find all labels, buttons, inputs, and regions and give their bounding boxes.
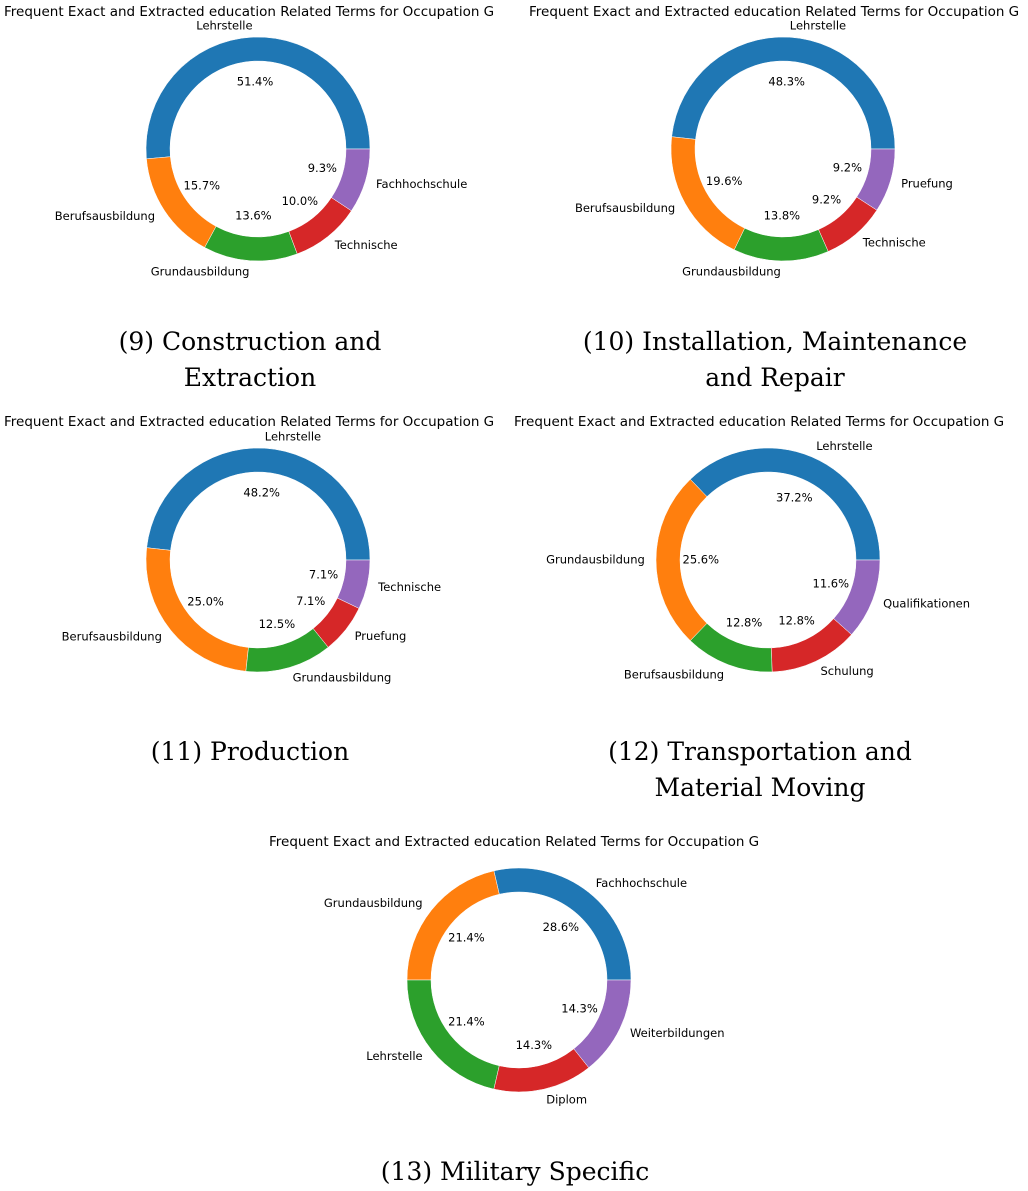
donut-slice — [856, 148, 896, 211]
percent-label: 12.8% — [726, 615, 763, 629]
donut-slice — [833, 559, 881, 635]
percent-label: 28.6% — [543, 920, 580, 934]
donut-slice — [146, 156, 217, 248]
percent-label: 21.4% — [448, 1014, 485, 1028]
chart-panel: Frequent Exact and Extracted education R… — [510, 410, 1010, 806]
percent-label: 19.6% — [706, 174, 743, 188]
donut-slice — [146, 447, 371, 561]
percent-label: 13.8% — [764, 209, 801, 223]
donut-slice — [670, 136, 746, 251]
slice-label: Weiterbildungen — [630, 1026, 725, 1040]
percent-label: 14.3% — [561, 1002, 598, 1016]
slice-label: Berufsausbildung — [624, 668, 724, 682]
donut-slice — [337, 559, 371, 609]
slice-label: Lehrstelle — [366, 1049, 422, 1063]
caption: (12) Transportation and Material Moving — [608, 737, 912, 802]
slice-label: Lehrstelle — [790, 18, 846, 32]
donut-slice — [145, 547, 249, 672]
slice-label: Technische — [377, 580, 441, 594]
chart-title: Frequent Exact and Extracted education R… — [529, 4, 1019, 20]
percent-label: 14.3% — [516, 1038, 553, 1052]
chart: Frequent Exact and Extracted education R… — [514, 414, 1004, 682]
caption: (10) Installation, Maintenance and Repai… — [582, 327, 968, 392]
slice-label: Qualifikationen — [883, 596, 970, 610]
chart-panel: Frequent Exact and Extracted education R… — [0, 410, 500, 770]
donut-slice — [145, 36, 371, 160]
chart-title: Frequent Exact and Extracted education R… — [514, 414, 1004, 430]
slice-label: Lehrstelle — [265, 429, 321, 443]
slice-label: Grundausbildung — [546, 553, 645, 567]
slice-label: Grundausbildung — [682, 265, 781, 279]
percent-label: 25.0% — [187, 595, 224, 609]
slice-label: Lehrstelle — [196, 18, 252, 32]
slice-label: Berufsausbildung — [55, 209, 155, 223]
slice-label: Technische — [334, 238, 398, 252]
chart-title: Frequent Exact and Extracted education R… — [4, 414, 494, 430]
slice-label: Grundausbildung — [151, 264, 250, 278]
donut-slice — [331, 148, 371, 212]
chart: Frequent Exact and Extracted education R… — [4, 4, 494, 278]
slice-label: Fachhochschule — [376, 177, 467, 191]
slice-label: Schulung — [820, 664, 873, 678]
percent-label: 9.3% — [308, 161, 337, 175]
percent-label: 7.1% — [296, 594, 325, 608]
donut-slice — [573, 979, 632, 1068]
percent-label: 15.7% — [184, 178, 221, 192]
slice-label: Grundausbildung — [293, 671, 392, 685]
percent-label: 48.2% — [243, 485, 280, 499]
slice-label: Berufsausbildung — [575, 201, 675, 215]
donut-slice — [689, 623, 773, 673]
percent-label: 7.1% — [309, 567, 338, 581]
slice-label: Grundausbildung — [324, 896, 423, 910]
donut-slice — [733, 227, 829, 262]
donut-slice — [406, 870, 500, 981]
chart: Frequent Exact and Extracted education R… — [529, 4, 1019, 279]
slice-label: Lehrstelle — [816, 439, 872, 453]
slice-label: Pruefung — [901, 177, 953, 191]
donut-slice — [671, 36, 896, 150]
percent-label: 51.4% — [237, 74, 274, 88]
donut-slice — [204, 226, 298, 262]
percent-label: 12.8% — [778, 613, 815, 627]
chart-title: Frequent Exact and Extracted education R… — [4, 4, 494, 20]
donut-slice — [406, 979, 500, 1090]
percent-label: 9.2% — [812, 193, 841, 207]
slice-label: Fachhochschule — [596, 876, 687, 890]
percent-label: 11.6% — [813, 576, 850, 590]
donut-slice — [245, 628, 329, 673]
donut-slice — [493, 1048, 590, 1093]
chart-title: Frequent Exact and Extracted education R… — [269, 834, 759, 850]
chart-panel: Frequent Exact and Extracted education R… — [0, 0, 500, 396]
percent-label: 37.2% — [776, 491, 813, 505]
chart-panel: Frequent Exact and Extracted education R… — [265, 830, 765, 1190]
caption: (13) Military Specific — [380, 1157, 650, 1186]
percent-label: 48.3% — [768, 74, 805, 88]
percent-label: 10.0% — [282, 194, 319, 208]
percent-label: 12.5% — [259, 617, 296, 631]
caption: (11) Production — [150, 737, 350, 766]
caption: (9) Construction and Extraction — [118, 327, 382, 392]
chart-panel: Frequent Exact and Extracted education R… — [525, 0, 1025, 396]
chart: Frequent Exact and Extracted education R… — [269, 834, 759, 1107]
slice-label: Technische — [862, 235, 926, 249]
percent-label: 21.4% — [448, 931, 485, 945]
percent-label: 13.6% — [235, 209, 272, 223]
chart: Frequent Exact and Extracted education R… — [4, 414, 494, 685]
slice-label: Berufsausbildung — [62, 630, 162, 644]
percent-label: 9.2% — [833, 161, 862, 175]
percent-label: 25.6% — [683, 553, 720, 567]
slice-label: Diplom — [546, 1093, 587, 1107]
slice-label: Pruefung — [355, 629, 407, 643]
